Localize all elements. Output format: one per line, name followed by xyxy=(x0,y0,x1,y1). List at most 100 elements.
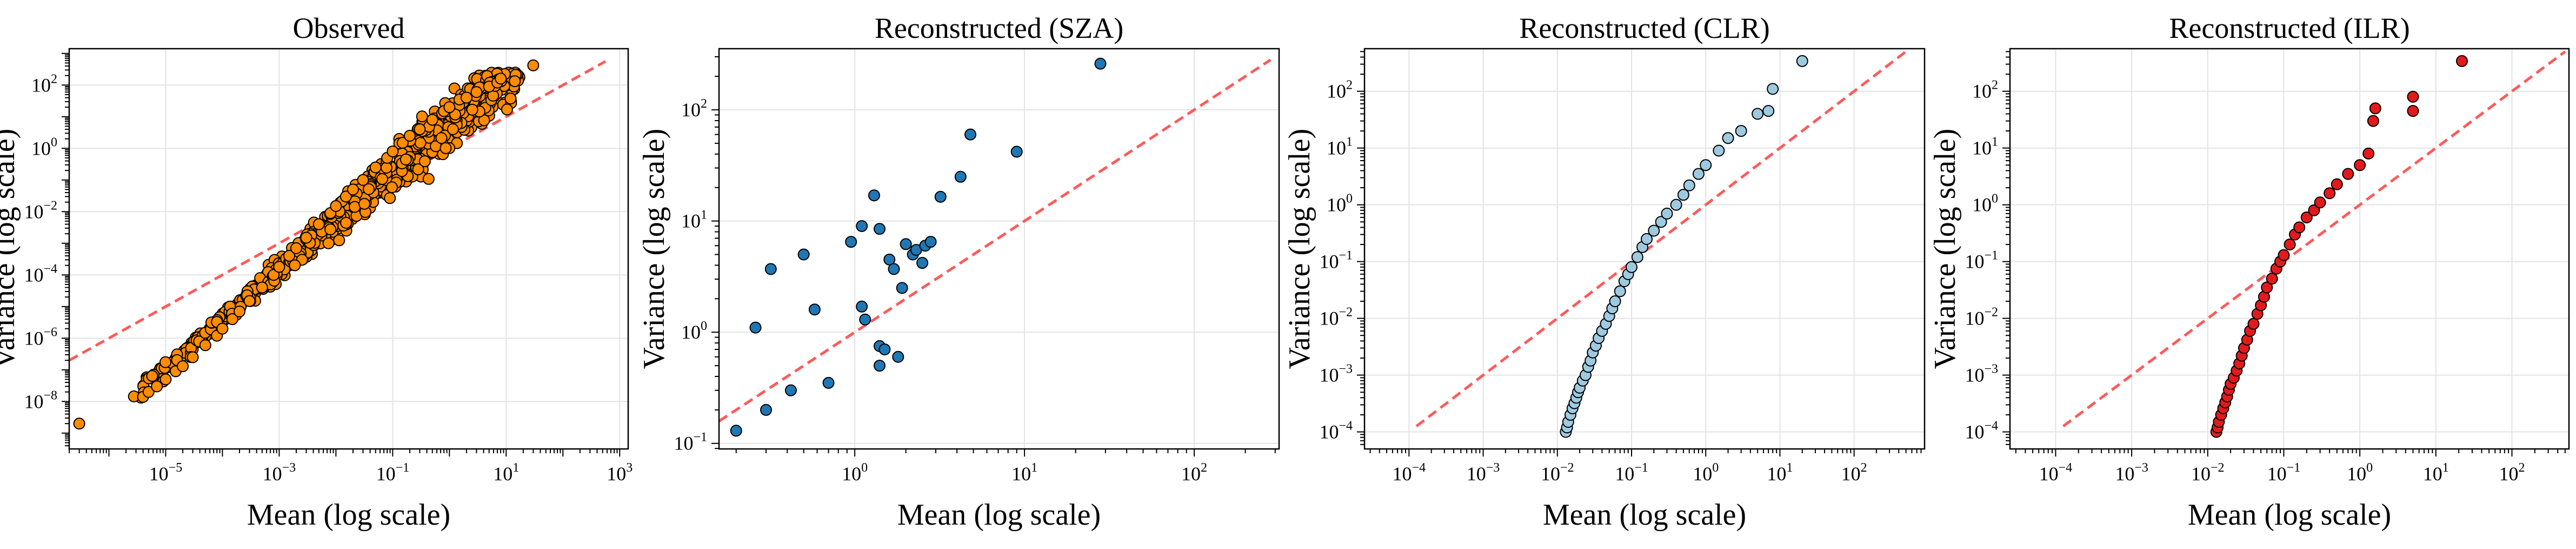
data-point xyxy=(347,183,359,196)
data-point xyxy=(243,295,256,307)
y-tick-label: 102 xyxy=(681,97,707,121)
data-point xyxy=(357,174,369,186)
data-point xyxy=(416,110,428,123)
data-point xyxy=(159,356,172,368)
data-point xyxy=(199,339,211,352)
data-point xyxy=(764,263,777,275)
y-tick-label: 100 xyxy=(1327,192,1353,216)
y-tick-label: 10−4 xyxy=(24,262,57,286)
y-tick-label: 10−2 xyxy=(1965,306,1998,329)
x-tick-label: 101 xyxy=(493,461,519,485)
data-point xyxy=(1796,55,1808,67)
y-tick-label: 101 xyxy=(1972,135,1998,159)
data-point xyxy=(1762,105,1775,117)
data-point xyxy=(1010,145,1023,158)
x-tick-label: 102 xyxy=(2499,461,2525,485)
axes-frame xyxy=(68,48,629,450)
x-tick-label: 10−2 xyxy=(2191,461,2225,485)
data-point xyxy=(1677,189,1689,201)
data-point xyxy=(289,259,301,272)
y-tick-label: 10−6 xyxy=(24,325,57,349)
y-tick-label: 10−4 xyxy=(1319,419,1353,443)
chart-title: Reconstructed (ILR) xyxy=(2169,12,2409,44)
data-point xyxy=(1094,57,1107,70)
data-point xyxy=(1683,179,1695,191)
chart-title: Reconstructed (SZA) xyxy=(875,12,1123,44)
x-tick-label: 103 xyxy=(607,461,633,485)
chart-panel-1: 10−5 10−3 10−1 101 103 10−8 10−6 10−4 10−2 100 102… xyxy=(0,12,633,532)
data-point xyxy=(380,162,392,174)
data-point xyxy=(256,281,268,294)
data-point xyxy=(396,136,409,149)
data-point xyxy=(730,425,742,437)
data-point xyxy=(340,190,352,203)
reference-line xyxy=(1415,50,1907,427)
data-point xyxy=(845,236,857,248)
data-point xyxy=(440,142,452,154)
x-tick-label: 100 xyxy=(2347,461,2373,485)
x-tick-label: 101 xyxy=(2423,461,2449,485)
data-point xyxy=(878,343,891,356)
data-point xyxy=(330,200,342,212)
x-tick-label: 10−3 xyxy=(1467,461,1500,485)
data-point xyxy=(466,103,478,116)
data-point xyxy=(1609,295,1621,307)
x-tick-label: 102 xyxy=(1181,461,1207,485)
reference-line xyxy=(719,58,1272,422)
data-point xyxy=(73,418,85,430)
data-point xyxy=(1661,207,1673,220)
y-tick-label: 101 xyxy=(681,208,707,232)
data-point xyxy=(226,313,238,326)
data-point xyxy=(2367,115,2379,127)
data-point xyxy=(1735,125,1747,137)
data-point xyxy=(1625,261,1638,273)
chart-title: Reconstructed (CLR) xyxy=(1519,12,1769,44)
axes-frame xyxy=(2009,48,2570,450)
data-point xyxy=(142,386,155,398)
y-tick-label: 10−4 xyxy=(1965,419,1998,443)
y-tick-label: 10−2 xyxy=(1319,306,1353,329)
data-point xyxy=(822,376,835,389)
data-point xyxy=(1614,285,1626,297)
data-point xyxy=(376,173,389,186)
data-point xyxy=(2324,187,2336,200)
x-tick-label: 100 xyxy=(1693,461,1719,485)
data-point xyxy=(808,303,821,316)
data-point xyxy=(784,384,797,396)
data-point xyxy=(418,155,431,168)
data-point xyxy=(2407,105,2419,117)
data-point xyxy=(358,197,370,210)
data-point xyxy=(273,261,285,273)
data-point xyxy=(363,183,375,195)
data-point xyxy=(797,248,810,261)
data-point xyxy=(387,145,399,157)
y-tick-label: 10−1 xyxy=(1965,249,1998,273)
y-tick-label: 10−1 xyxy=(1319,249,1353,273)
data-point xyxy=(2354,159,2366,171)
data-point xyxy=(426,114,438,126)
x-tick-label: 10−1 xyxy=(2267,461,2301,485)
data-point xyxy=(934,190,947,203)
data-point xyxy=(333,234,345,247)
data-point xyxy=(760,404,772,416)
data-point xyxy=(2314,196,2326,209)
data-point xyxy=(216,322,229,335)
data-point xyxy=(495,72,507,85)
x-tick-label: 100 xyxy=(842,461,868,485)
y-tick-label: 100 xyxy=(681,319,707,343)
data-point xyxy=(1713,144,1725,157)
points xyxy=(730,57,1107,437)
data-point xyxy=(874,223,886,235)
data-point xyxy=(400,153,412,166)
y-axis-label: Variance (log scale) xyxy=(637,129,671,369)
data-point xyxy=(312,218,325,230)
data-point xyxy=(888,263,900,275)
x-tick-label: 101 xyxy=(1011,461,1037,485)
data-point xyxy=(916,257,929,269)
y-tick-label: 10−3 xyxy=(1319,362,1353,386)
axes-frame xyxy=(718,48,1280,450)
data-point xyxy=(159,373,172,386)
x-tick-label: 102 xyxy=(1841,461,1867,485)
data-point xyxy=(2308,204,2320,216)
